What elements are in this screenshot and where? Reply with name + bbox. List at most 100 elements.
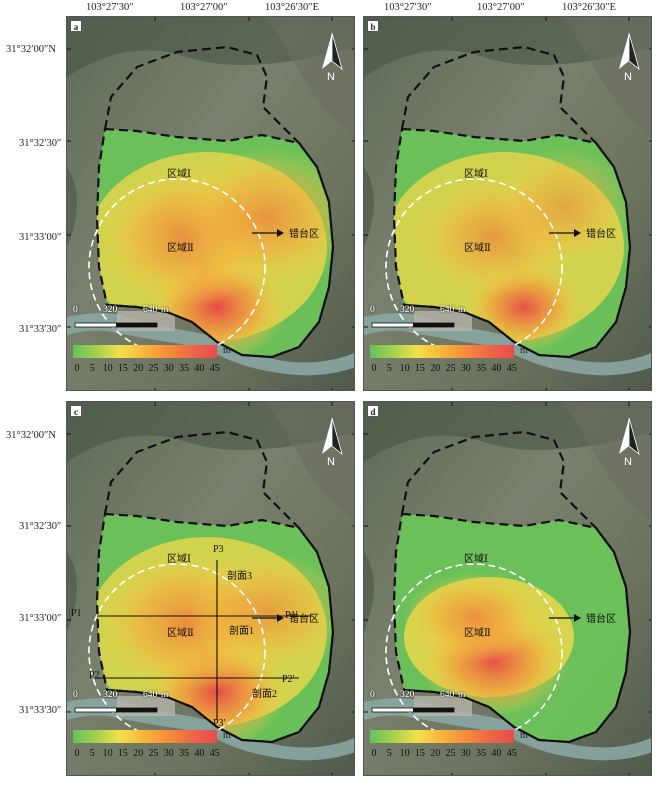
- legend-tick: 45: [209, 363, 220, 374]
- legend-tick: 30: [460, 363, 471, 374]
- scale-tick: 0: [370, 305, 375, 315]
- zone-1-label: 区域Ⅰ: [167, 554, 191, 565]
- lon-label: 103°27′30″: [86, 2, 134, 13]
- legend-unit: m: [223, 730, 231, 741]
- legend-tick: 20: [430, 363, 441, 374]
- map-panel-c: c N 区域Ⅰ 区域Ⅱ 错台区 P1 P1′ P2 P2′ P3 P3′ 剖面1 剖面2 剖面3 0 320 6…: [66, 401, 355, 776]
- north-arrow-icon: N: [615, 31, 643, 87]
- color-legend: m 0 5 10 15 20 25 30 35 40 45: [73, 345, 253, 387]
- legend-tick: 25: [148, 748, 159, 759]
- offset-zone-label: 错台区: [289, 614, 319, 625]
- legend-tick: 20: [133, 748, 144, 759]
- map-svg: [364, 17, 651, 390]
- scale-tick: 320: [400, 690, 415, 700]
- profile-p2-label: P2: [89, 670, 100, 681]
- scale-bar: 0 320 640 m: [73, 305, 273, 335]
- legend-tick: 45: [506, 748, 517, 759]
- lat-label: 31°32′00″N: [6, 430, 56, 441]
- zone-2-label: 区域Ⅱ: [167, 628, 194, 639]
- scale-unit: m: [161, 690, 169, 700]
- legend-tick: 20: [430, 748, 441, 759]
- legend-tick: 0: [371, 748, 377, 759]
- zone-1-label: 区域Ⅰ: [464, 554, 488, 565]
- legend-tick: 25: [445, 363, 456, 374]
- legend-unit: m: [520, 345, 528, 356]
- profile-p3p-label: P3′: [213, 718, 226, 729]
- legend-tick: 40: [491, 363, 502, 374]
- legend-tick: 20: [133, 363, 144, 374]
- legend-tick: 40: [491, 748, 502, 759]
- section-3-label: 剖面3: [227, 571, 252, 582]
- north-arrow-icon: N: [615, 416, 643, 472]
- legend-unit: m: [223, 345, 231, 356]
- zone-2-label: 区域Ⅱ: [464, 628, 491, 639]
- legend-tick: 10: [399, 363, 410, 374]
- legend-tick: 15: [414, 748, 425, 759]
- offset-zone-label: 错台区: [289, 229, 319, 240]
- legend-tick: 30: [460, 748, 471, 759]
- legend-unit: m: [520, 730, 528, 741]
- legend-tick: 5: [386, 748, 392, 759]
- offset-zone-label: 错台区: [586, 614, 616, 625]
- lon-label: 103°27′00″: [477, 2, 525, 13]
- legend-tick: 15: [117, 363, 128, 374]
- scale-tick: 640: [143, 690, 158, 700]
- legend-tick: 15: [414, 363, 425, 374]
- lat-label: 31°33′00″: [19, 232, 62, 243]
- legend-tick: 35: [476, 748, 487, 759]
- zone-2-label: 区域Ⅱ: [167, 243, 194, 254]
- scale-tick: 0: [73, 690, 78, 700]
- scale-unit: m: [458, 690, 466, 700]
- north-arrow-icon: N: [318, 416, 346, 472]
- legend-color-bar: [73, 730, 217, 743]
- scale-tick: 0: [73, 305, 78, 315]
- zone-1-label: 区域Ⅰ: [167, 169, 191, 180]
- legend-color-bar: [370, 730, 514, 743]
- legend-tick: 0: [74, 363, 80, 374]
- north-label: N: [327, 71, 335, 83]
- north-arrow-icon: N: [318, 31, 346, 87]
- scale-tick: 320: [103, 690, 118, 700]
- profile-p1-label: P1: [71, 608, 82, 619]
- lon-label: 103°27′30″: [384, 2, 432, 13]
- legend-tick: 10: [102, 748, 113, 759]
- legend-tick: 25: [148, 363, 159, 374]
- legend-color-bar: [73, 345, 217, 358]
- legend-tick: 40: [194, 363, 205, 374]
- scale-tick: 320: [400, 305, 415, 315]
- map-panel-b: b N 区域Ⅰ 区域Ⅱ 错台区 0 320 640 m m 0 5 10 15 20 25 30 35 40 45: [363, 16, 652, 391]
- color-legend: m 0 5 10 15 20 25 30 35 40 45: [370, 730, 550, 772]
- zone-2-label: 区域Ⅱ: [464, 243, 491, 254]
- section-2-label: 剖面2: [252, 689, 277, 700]
- zone-1-label: 区域Ⅰ: [464, 169, 488, 180]
- scale-bar: 0 320 640 m: [370, 690, 570, 720]
- scale-tick: 640: [143, 305, 158, 315]
- map-panel-a: a N 区域Ⅰ 区域Ⅱ 错台区 0 320 640 m m 0 5 10 15 20 25 30 35 40 45: [66, 16, 355, 391]
- map-svg: [364, 402, 651, 775]
- scale-tick: 0: [370, 690, 375, 700]
- legend-color-bar: [370, 345, 514, 358]
- scale-tick: 640: [440, 305, 455, 315]
- legend-tick: 25: [445, 748, 456, 759]
- legend-tick: 40: [194, 748, 205, 759]
- legend-tick: 10: [399, 748, 410, 759]
- legend-tick: 45: [506, 363, 517, 374]
- scale-bar: 0 320 640 m: [370, 305, 570, 335]
- legend-tick: 45: [209, 748, 220, 759]
- color-legend: m 0 5 10 15 20 25 30 35 40 45: [73, 730, 253, 772]
- top-longitude-labels: 103°27′30″ 103°27′00″ 103°26′30″E 103°27…: [0, 0, 663, 16]
- lat-label: 31°32′30″: [19, 521, 62, 532]
- legend-tick: 35: [476, 363, 487, 374]
- lon-label: 103°26′30″E: [265, 2, 320, 13]
- lat-label: 31°33′30″: [19, 705, 62, 716]
- lon-label: 103°27′00″: [180, 2, 228, 13]
- legend-tick: 5: [386, 363, 392, 374]
- legend-tick: 30: [163, 363, 174, 374]
- map-svg: [67, 402, 354, 775]
- panel-letter: b: [367, 20, 379, 32]
- legend-tick: 30: [163, 748, 174, 759]
- legend-tick: 35: [179, 748, 190, 759]
- lat-label: 31°32′00″N: [6, 44, 56, 55]
- scale-unit: m: [161, 305, 169, 315]
- north-label: N: [624, 71, 632, 83]
